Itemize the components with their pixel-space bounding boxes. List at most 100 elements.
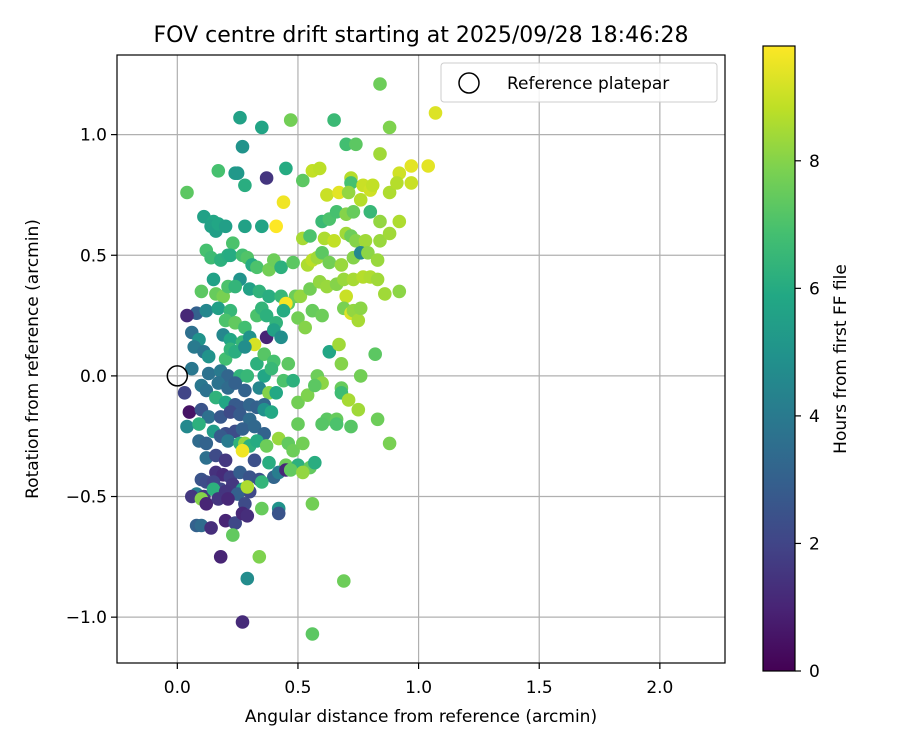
y-tick-label: 1.0 <box>80 126 107 146</box>
x-tick-label: 0.5 <box>284 678 311 698</box>
scatter-point <box>334 258 349 272</box>
scatter-point <box>404 159 419 173</box>
scatter-point <box>264 361 279 376</box>
scatter-point <box>274 260 288 275</box>
scatter-point <box>337 574 351 588</box>
scatter-point <box>221 434 235 448</box>
scatter-point <box>291 417 305 431</box>
colorbar: 0 2 4 6 8 Hours from first FF file <box>762 45 851 682</box>
y-tick-label: −1.0 <box>66 608 107 628</box>
colorbar-tick-label: 4 <box>809 407 820 427</box>
scatter-point <box>240 480 255 494</box>
reference-platepar-marker <box>166 365 189 387</box>
scatter-point <box>274 330 288 345</box>
y-tick-label: 0.5 <box>80 246 107 266</box>
scatter-point <box>303 229 317 243</box>
scatter-point <box>254 475 269 489</box>
legend: Reference platepar <box>440 62 718 103</box>
scatter-point <box>279 161 293 176</box>
scatter-point <box>226 236 240 250</box>
plot-area <box>116 54 726 664</box>
scatter-point <box>254 120 269 135</box>
scatter-point <box>223 332 238 347</box>
scatter-point <box>392 214 407 229</box>
scatter-point <box>353 301 368 316</box>
colorbar-tick-label: 6 <box>809 279 820 299</box>
scatter-point <box>182 405 197 419</box>
scatter-point <box>235 443 250 458</box>
scatter-point <box>218 219 233 234</box>
scatter-point <box>211 301 226 316</box>
scatter-point <box>308 378 322 393</box>
scatter-point <box>240 509 255 523</box>
scatter-points <box>177 77 443 641</box>
scatter-point <box>235 422 250 436</box>
scatter-point <box>382 436 397 451</box>
scatter-point <box>373 234 387 248</box>
scatter-point <box>238 178 252 193</box>
x-axis-label: Angular distance from reference (arcmin) <box>245 707 597 727</box>
scatter-point <box>238 340 252 354</box>
scatter-point <box>262 455 276 470</box>
x-tick-label: 1.5 <box>526 678 553 698</box>
scatter-point <box>327 113 341 127</box>
scatter-point <box>201 366 216 381</box>
scatter-point <box>221 492 235 506</box>
scatter-point <box>315 308 329 323</box>
scatter-point <box>180 308 194 323</box>
scatter-point <box>218 453 233 468</box>
scatter-point <box>226 528 240 542</box>
scatter-point <box>213 550 228 564</box>
scatter-point <box>259 439 274 453</box>
scatter-point <box>337 272 351 287</box>
scatter-point <box>257 347 272 362</box>
colorbar-tick-label: 8 <box>809 152 820 172</box>
scatter-point <box>358 234 373 248</box>
scatter-point <box>281 357 296 371</box>
scatter-point <box>421 159 436 173</box>
scatter-point <box>283 463 298 477</box>
scatter-point <box>322 255 337 270</box>
scatter-point <box>259 308 274 323</box>
scatter-point <box>305 627 320 641</box>
colorbar-tick-label: 2 <box>809 534 820 554</box>
scatter-point <box>238 383 252 398</box>
scatter-point <box>320 188 334 202</box>
scatter-point <box>228 279 242 294</box>
scatter-point <box>296 173 310 188</box>
scatter-point <box>199 303 214 318</box>
scatter-point <box>211 492 226 506</box>
scatter-point <box>382 226 397 241</box>
scatter-point <box>250 357 264 371</box>
scatter-point <box>339 289 354 304</box>
scatter-point <box>269 386 284 400</box>
scatter-point <box>269 219 284 234</box>
scatter-point <box>233 110 247 125</box>
scatter-point <box>332 337 346 352</box>
scatter-point <box>322 345 337 359</box>
scatter-point <box>199 436 214 451</box>
scatter-point <box>204 521 218 535</box>
scatter-point <box>363 205 378 219</box>
legend-marker <box>458 72 480 94</box>
scatter-point <box>373 77 387 91</box>
y-tick-label: 0.0 <box>80 367 107 387</box>
plot-frame <box>116 54 726 664</box>
x-tick-label: 0.0 <box>164 678 191 698</box>
scatter-point <box>404 176 419 190</box>
scatter-point <box>368 347 383 362</box>
scatter-point <box>428 106 443 120</box>
scatter-point <box>283 113 298 127</box>
scatter-point <box>361 246 375 260</box>
reference-marker-layer <box>166 365 189 387</box>
x-tick-label: 1.0 <box>405 678 432 698</box>
scatter-point <box>271 506 286 521</box>
x-tick-label: 2.0 <box>646 678 673 698</box>
scatter-point <box>201 410 216 424</box>
x-axis-ticks: 0.0 0.5 1.0 1.5 2.0 <box>164 663 673 698</box>
scatter-point <box>370 412 385 427</box>
scatter-point <box>199 383 214 398</box>
scatter-point <box>344 419 358 434</box>
scatter-point <box>211 164 226 178</box>
